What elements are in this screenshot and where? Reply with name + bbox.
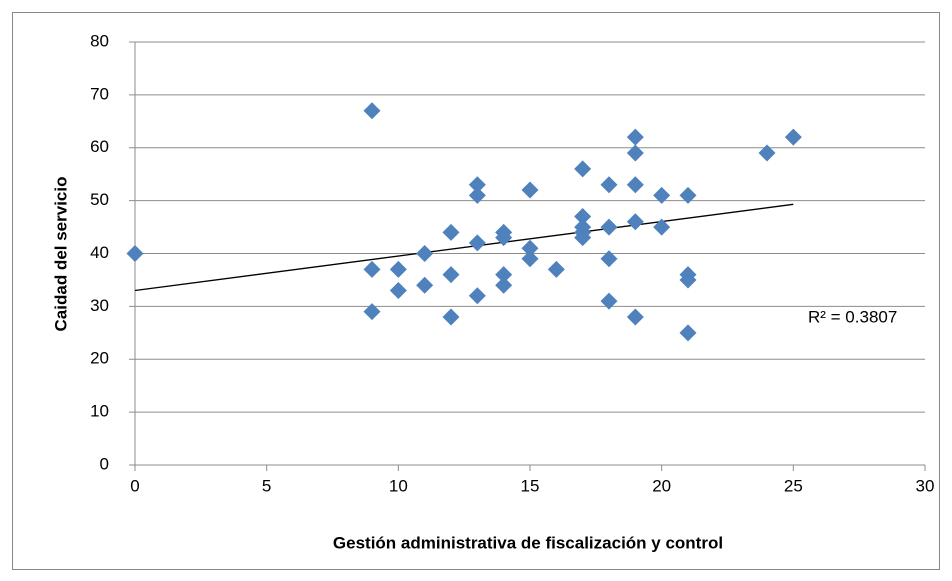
point	[626, 176, 644, 194]
y-tick-label: 50	[90, 190, 109, 209]
point	[363, 102, 381, 120]
point	[679, 271, 697, 289]
trendline	[134, 203, 794, 292]
x-axis-title: Gestión administrativa de fiscalización …	[333, 533, 723, 552]
point	[521, 239, 539, 257]
x-tick-label: 20	[652, 476, 671, 495]
point	[495, 276, 513, 294]
point	[758, 144, 776, 162]
y-tick-label: 30	[90, 296, 109, 315]
point	[495, 229, 513, 247]
point	[600, 218, 618, 236]
point	[126, 245, 144, 262]
point	[626, 308, 644, 326]
point	[626, 144, 644, 162]
point	[653, 186, 671, 204]
point	[521, 181, 539, 199]
point	[363, 303, 381, 321]
point	[600, 292, 618, 310]
point	[626, 213, 644, 231]
x-tick-label: 5	[262, 476, 271, 495]
point	[389, 282, 407, 300]
y-tick-label: 0	[100, 454, 109, 473]
y-tick-label: 40	[90, 243, 109, 262]
point	[468, 287, 486, 305]
point	[679, 186, 697, 204]
point	[600, 176, 618, 194]
point	[679, 324, 697, 342]
y-tick-label: 20	[90, 349, 109, 368]
point	[442, 308, 460, 326]
point	[574, 207, 592, 225]
x-tick-label: 10	[389, 476, 408, 495]
point	[521, 250, 539, 268]
point	[389, 260, 407, 278]
point	[626, 128, 644, 146]
point	[363, 260, 381, 278]
y-tick-label: 10	[90, 402, 109, 421]
point	[442, 223, 460, 241]
y-tick-label: 70	[90, 84, 109, 103]
point	[416, 276, 434, 294]
point	[468, 186, 486, 204]
point	[574, 229, 592, 247]
x-tick-label: 0	[130, 476, 139, 495]
x-tick-label: 15	[521, 476, 540, 495]
x-tick-label: 25	[784, 476, 803, 495]
y-tick-label: 80	[90, 31, 109, 50]
point	[416, 245, 434, 262]
annotation: R² = 0.3807	[808, 307, 897, 326]
point	[468, 176, 486, 194]
point	[600, 250, 618, 268]
point	[574, 160, 592, 178]
point	[653, 218, 671, 236]
point	[495, 266, 513, 284]
point	[784, 128, 802, 146]
y-axis-title: Caidad del servicio	[51, 177, 70, 332]
x-tick-label: 30	[916, 476, 935, 495]
y-tick-label: 60	[90, 137, 109, 156]
point	[468, 234, 486, 252]
point	[547, 260, 565, 278]
point	[442, 266, 460, 284]
